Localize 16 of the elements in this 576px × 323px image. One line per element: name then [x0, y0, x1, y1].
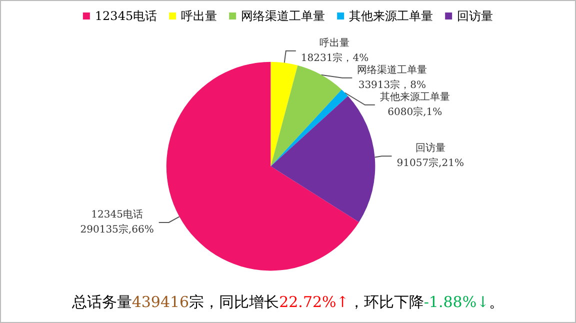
- slice-label: 其他来源工单量: [380, 90, 450, 103]
- slice-label: 呼出量: [320, 36, 350, 49]
- slice-label: 网络渠道工单量: [357, 64, 428, 76]
- text: 总话务量439416宗，同比增长22.72%↑，环比下降-1.88%↓。: [72, 293, 504, 311]
- legend-label: 回访量: [457, 9, 494, 23]
- data-label: 290135宗,66%: [80, 223, 154, 236]
- data-label: 91057宗,21%: [396, 157, 464, 170]
- slice-label: 回访量: [415, 142, 446, 154]
- legend-label: 网络渠道工单量: [241, 9, 326, 23]
- data-label: 33913宗，8%: [358, 78, 426, 91]
- data-label: 6080宗,1%: [388, 106, 442, 118]
- slice-label: 12345电话: [91, 208, 143, 220]
- legend-label: 呼出量: [181, 9, 218, 23]
- legend-label: 其他来源工单量: [349, 9, 434, 23]
- legend-label: 12345电话: [94, 9, 158, 23]
- data-label: 18231宗，4%: [300, 52, 369, 64]
